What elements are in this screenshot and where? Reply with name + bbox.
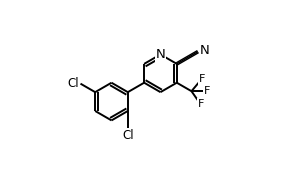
Text: Cl: Cl (67, 77, 79, 90)
Text: F: F (204, 86, 211, 96)
Text: N: N (200, 44, 209, 57)
Text: Cl: Cl (122, 129, 134, 142)
Text: N: N (156, 48, 165, 61)
Text: F: F (199, 74, 205, 84)
Text: F: F (197, 99, 204, 109)
